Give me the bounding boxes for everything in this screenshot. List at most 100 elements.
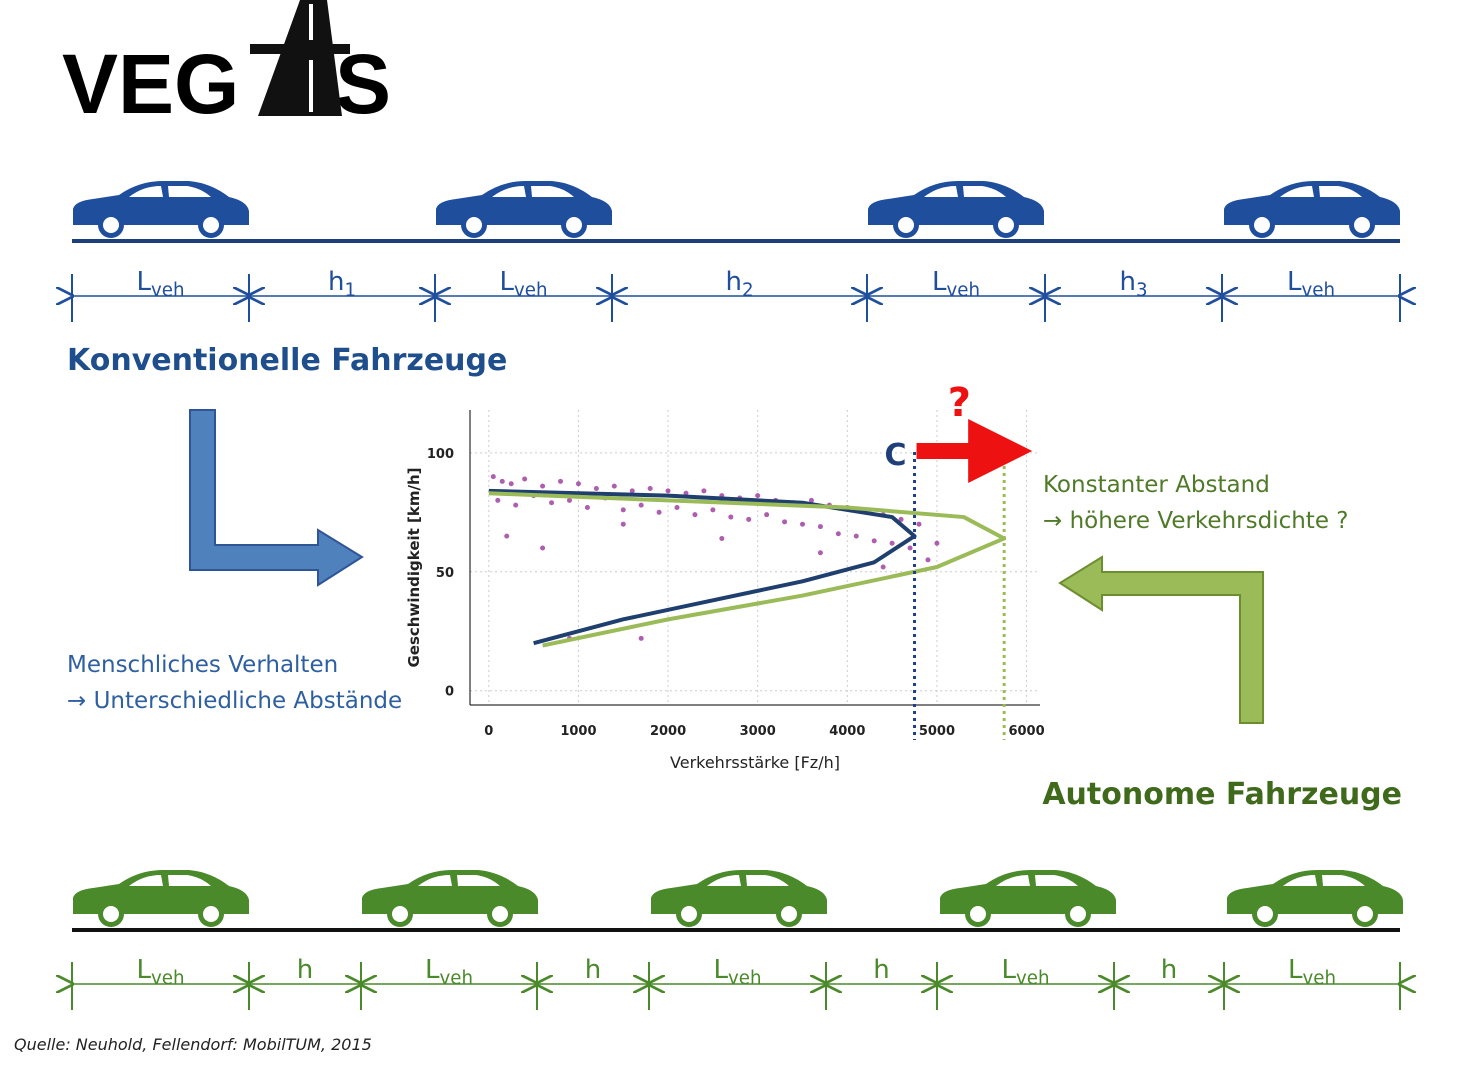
label-sub: 3 (1136, 280, 1148, 301)
label-main: L (714, 955, 729, 985)
dimension-label: h (585, 955, 601, 985)
dimension-label: h2 (725, 267, 753, 301)
label-main: h (873, 955, 889, 985)
x-tick-label: 6000 (1008, 724, 1044, 739)
label-main: h (725, 267, 741, 297)
car (1224, 181, 1400, 238)
data-point (683, 490, 689, 496)
data-point (540, 545, 546, 551)
dimension-label: Lveh (1002, 955, 1050, 989)
label-sub: veh (440, 968, 473, 989)
x-tick-label: 3000 (740, 724, 776, 739)
y-tick-label: 50 (436, 566, 454, 581)
label-main: h (297, 955, 313, 985)
data-point (584, 505, 590, 511)
car (940, 870, 1116, 927)
data-point (549, 500, 555, 506)
data-point (916, 521, 922, 527)
label-main: L (425, 955, 440, 985)
dimension-label: Lveh (1288, 955, 1336, 989)
note: → Unterschiedliche Abstände (67, 688, 402, 714)
car (362, 870, 538, 927)
label-sub: veh (1302, 280, 1335, 301)
label-sub: veh (728, 968, 761, 989)
label-sub: 1 (344, 280, 356, 301)
data-point (647, 486, 653, 492)
car (651, 870, 827, 927)
label-main: L (1287, 267, 1302, 297)
data-point (495, 497, 501, 503)
note: Menschliches Verhalten (67, 652, 338, 678)
label-sub: 2 (742, 280, 754, 301)
dimension-label: h1 (328, 267, 356, 301)
data-point (755, 493, 761, 499)
data-point (566, 497, 572, 503)
data-point (540, 483, 546, 489)
data-point (764, 512, 770, 518)
logo-road-icon (250, 0, 350, 116)
data-point (853, 533, 859, 539)
dimension-label: Lveh (137, 267, 185, 301)
y-axis-title: Geschwindigkeit [km/h] (405, 467, 423, 667)
data-point (522, 476, 528, 482)
data-point (499, 478, 505, 484)
data-point (575, 481, 581, 487)
note: Konstanter Abstand (1043, 472, 1270, 498)
data-point (808, 497, 814, 503)
heading: Konventionelle Fahrzeuge (67, 343, 507, 378)
label-main: L (137, 267, 152, 297)
heading: Autonome Fahrzeuge (1042, 777, 1402, 812)
label-sub: veh (514, 280, 547, 301)
dimension-label: Lveh (500, 267, 548, 301)
x-tick-label: 2000 (650, 724, 686, 739)
data-point (638, 502, 644, 508)
logo: VEG S (62, 0, 391, 131)
dimension-label: h (297, 955, 313, 985)
curve (488, 488, 917, 646)
data-point (692, 512, 698, 518)
data-point (508, 481, 514, 487)
label-main: L (500, 267, 515, 297)
data-point (817, 524, 823, 530)
dimension-label: Lveh (932, 267, 980, 301)
x-tick-label: 4000 (829, 724, 865, 739)
data-point (656, 509, 662, 515)
x-axis-title: Verkehrsstärke [Fz/h] (670, 753, 840, 772)
arrow (189, 409, 364, 587)
label-main: L (1288, 955, 1303, 985)
dimension-label: h (1161, 955, 1177, 985)
data-point (871, 538, 877, 544)
x-tick-label: 5000 (919, 724, 955, 739)
data-point (835, 531, 841, 537)
data-point (593, 486, 599, 492)
label-sub: veh (151, 280, 184, 301)
car (73, 181, 249, 238)
data-point (504, 533, 510, 539)
dimension-label: Lveh (714, 955, 762, 989)
data-point (898, 516, 904, 522)
data-point (719, 535, 725, 541)
data-point (558, 478, 564, 484)
data-point (782, 519, 788, 525)
y-tick-label: 100 (427, 447, 454, 462)
data-point (746, 516, 752, 522)
logo-text: VEG (62, 37, 239, 131)
data-point (889, 540, 895, 546)
dimension-label: h3 (1119, 267, 1147, 301)
label-sub: veh (1303, 968, 1336, 989)
car (436, 181, 612, 238)
arrow (1058, 555, 1264, 724)
annotation: ? (948, 380, 971, 426)
data-point (817, 550, 823, 556)
car (1227, 870, 1403, 927)
label-main: L (137, 955, 152, 985)
label-sub: veh (947, 280, 980, 301)
label-sub: veh (151, 968, 184, 989)
curve (488, 491, 1007, 648)
y-tick-label: 0 (445, 685, 454, 700)
x-tick-label: 1000 (560, 724, 596, 739)
data-point (907, 545, 913, 551)
data-point (611, 483, 617, 489)
data-point (701, 488, 707, 494)
data-point (665, 488, 671, 494)
